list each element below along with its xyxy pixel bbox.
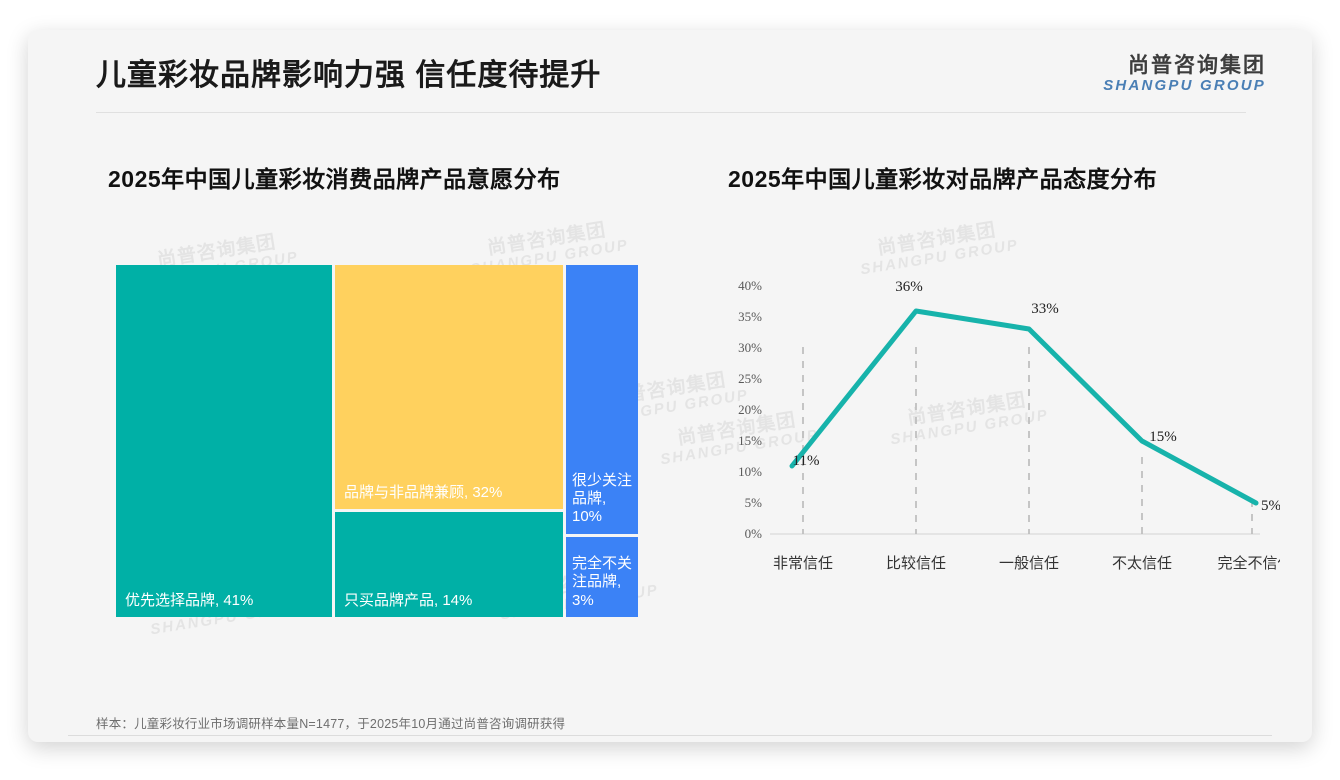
left-chart-title: 2025年中国儿童彩妆消费品牌产品意愿分布 [108, 166, 561, 192]
x-tick-label: 不太信任 [1112, 555, 1172, 572]
sample-footnote: 样本：儿童彩妆行业市场调研样本量N=1477，于2025年10月通过尚普咨询调研… [96, 717, 566, 731]
company-logo: 尚普咨询集团 SHANGPU GROUP [1103, 54, 1266, 94]
grid-lines [802, 347, 1253, 534]
treemap-cell-label: 完全不关注品牌, 3% [572, 555, 633, 609]
line-chart: 40% 35% 30% 25% 20% 15% 10% 5% 0% [700, 265, 1280, 625]
y-tick-label: 25% [738, 371, 762, 386]
x-tick-label: 一般信任 [999, 555, 1059, 572]
right-chart-title: 2025年中国儿童彩妆对品牌产品态度分布 [728, 166, 1158, 192]
y-tick-label: 30% [738, 340, 762, 355]
line-series-path [789, 308, 1259, 506]
treemap-cell-only-brand[interactable]: 只买品牌产品, 14% [335, 512, 563, 617]
treemap-cell-label: 很少关注品牌, 10% [572, 471, 633, 526]
line-chart-svg: 40% 35% 30% 25% 20% 15% 10% 5% 0% [738, 278, 1280, 572]
header-divider [96, 112, 1246, 113]
footer-divider [68, 735, 1272, 736]
treemap-cell-never-care[interactable]: 完全不关注品牌, 3% [566, 536, 638, 617]
x-tick-label: 完全不信任 [1217, 554, 1280, 572]
y-tick-label: 10% [738, 464, 762, 479]
treemap-cell-label: 品牌与非品牌兼顾, 32% [344, 484, 503, 501]
data-label: 15% [1149, 429, 1177, 445]
treemap-cell-label: 只买品牌产品, 14% [344, 591, 473, 609]
treemap-column-1: 优先选择品牌, 41% [116, 265, 332, 617]
logo-english-text: SHANGPU GROUP [1103, 76, 1266, 94]
x-axis-ticks: 非常信任 比较信任 一般信任 不太信任 完全不信任 [773, 554, 1280, 572]
logo-chinese-text: 尚普咨询集团 [1128, 54, 1266, 77]
page-title: 儿童彩妆品牌影响力强 信任度待提升 [96, 59, 602, 92]
treemap-column-2: 品牌与非品牌兼顾, 32% 只买品牌产品, 14% [335, 265, 563, 617]
data-label: 11% [793, 453, 820, 469]
data-label: 33% [1031, 301, 1059, 317]
treemap-chart: 优先选择品牌, 41% 品牌与非品牌兼顾, 32% 只买品牌产品, 14% 很少… [116, 265, 640, 617]
data-label: 5% [1261, 498, 1280, 514]
x-tick-label: 比较信任 [886, 554, 946, 572]
slide-card: 尚普咨询集团 SHANGPU GROUP 尚普咨询集团 SHANGPU GROU… [28, 30, 1312, 742]
right-chart-panel: 2025年中国儿童彩妆对品牌产品态度分布 40% 35% 30% 25% 20%… [700, 160, 1280, 680]
y-tick-label: 0% [745, 526, 763, 541]
y-tick-label: 5% [745, 495, 763, 510]
treemap-cell-priority-brand[interactable]: 优先选择品牌, 41% [116, 265, 332, 617]
treemap-column-3: 很少关注品牌, 10% 完全不关注品牌, 3% [566, 265, 638, 617]
data-labels: 11% 36% 33% 15% 5% [793, 279, 1280, 514]
data-label: 36% [895, 279, 923, 295]
y-tick-label: 20% [738, 402, 762, 417]
x-tick-label: 非常信任 [773, 555, 833, 572]
y-tick-label: 15% [738, 433, 762, 448]
y-tick-label: 35% [738, 309, 762, 324]
slide-header: 儿童彩妆品牌影响力强 信任度待提升 尚普咨询集团 SHANGPU GROUP [28, 30, 1312, 116]
y-axis-ticks: 40% 35% 30% 25% 20% 15% 10% 5% 0% [738, 278, 762, 541]
treemap-cell-label: 优先选择品牌, 41% [125, 591, 254, 609]
treemap-cell-rarely-care[interactable]: 很少关注品牌, 10% [566, 265, 638, 534]
y-tick-label: 40% [738, 278, 762, 293]
left-chart-panel: 2025年中国儿童彩妆消费品牌产品意愿分布 优先选择品牌, 41% 品牌与非品牌… [80, 160, 660, 680]
treemap-cell-both-brand-nonbrand[interactable]: 品牌与非品牌兼顾, 32% [335, 265, 563, 510]
